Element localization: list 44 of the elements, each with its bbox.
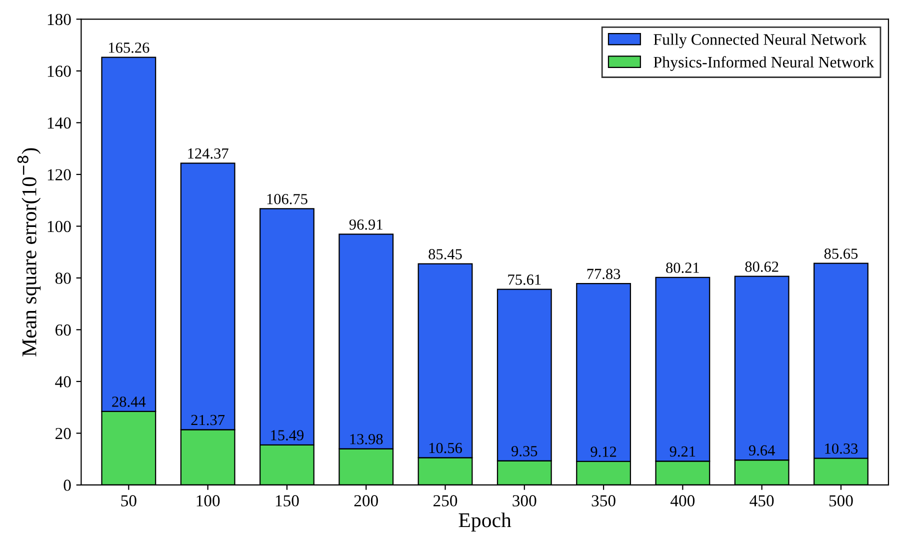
data-label: 9.64 [748, 445, 775, 456]
x-tick-label: 250 [433, 495, 458, 506]
total-label: 96.91 [349, 219, 382, 230]
y-axis-title: Mean square error(10$^{−8}$) [17, 148, 41, 356]
y-tick-label: 80 [55, 272, 71, 284]
x-tick-label: 100 [196, 495, 220, 506]
data-label: 15.49 [271, 430, 304, 440]
x-tick-label: 50 [121, 495, 136, 506]
y-tick-label: 180 [48, 14, 71, 26]
y-tick-label: 140 [48, 117, 71, 129]
data-label: 13.98 [350, 434, 383, 444]
data-label: 9.35 [512, 446, 538, 456]
x-tick-label: 350 [592, 495, 616, 506]
y-tick-label: 60 [56, 324, 71, 336]
x-tick-label: 150 [276, 495, 299, 506]
total-label: 124.37 [188, 148, 228, 159]
y-tick-label: 0 [64, 480, 71, 491]
data-label: 10.33 [825, 443, 858, 454]
total-label: 106.75 [267, 194, 308, 204]
data-label: 28.44 [112, 396, 146, 407]
total-label: 85.65 [824, 248, 858, 259]
legend-label: Physics-Informed Neural Network [654, 56, 874, 71]
data-label: 9.21 [670, 446, 696, 457]
total-label: 165.26 [109, 42, 150, 53]
total-label: 80.62 [745, 262, 778, 272]
data-label: 9.12 [590, 446, 616, 457]
y-tick-label: 100 [48, 220, 71, 232]
y-tick-label: 120 [48, 169, 71, 180]
total-label: 85.45 [428, 249, 462, 260]
x-axis-title: Epoch [458, 512, 512, 532]
x-tick-label: 400 [670, 495, 695, 506]
total-label: 75.61 [508, 274, 541, 285]
y-tick-label: 20 [56, 428, 71, 440]
x-tick-label: 200 [354, 495, 378, 506]
x-tick-label: 450 [750, 495, 774, 506]
total-label: 80.21 [666, 262, 699, 273]
legend-label: Fully Connected Neural Network [654, 34, 867, 48]
total-label: 77.83 [587, 268, 620, 280]
x-tick-label: 300 [512, 495, 536, 506]
data-label: 21.37 [191, 414, 225, 426]
x-tick-label: 500 [829, 495, 853, 506]
data-label: 10.56 [429, 442, 462, 454]
y-tick-label: 160 [48, 66, 71, 77]
y-tick-label: 40 [55, 376, 71, 388]
